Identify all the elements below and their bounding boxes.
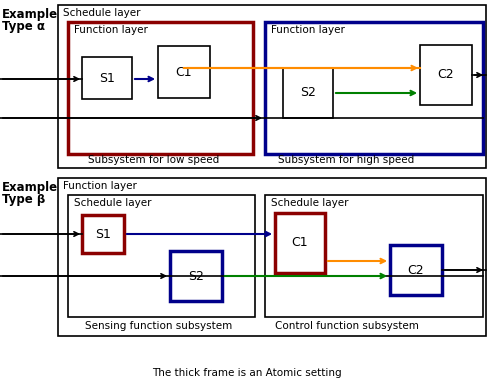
Text: S1: S1 — [99, 72, 115, 85]
Text: Function layer: Function layer — [271, 25, 345, 35]
Text: Function layer: Function layer — [63, 181, 137, 191]
Bar — [82, 215, 124, 253]
Bar — [82, 57, 132, 99]
Text: Example: Example — [2, 8, 58, 21]
Bar — [58, 178, 486, 336]
Text: C1: C1 — [291, 237, 308, 250]
Text: Schedule layer: Schedule layer — [74, 198, 152, 208]
Text: The thick frame is an Atomic setting: The thick frame is an Atomic setting — [152, 368, 342, 378]
Bar — [420, 45, 472, 105]
Bar — [158, 46, 210, 98]
Text: S2: S2 — [188, 269, 204, 282]
Text: Type β: Type β — [2, 193, 45, 206]
Text: Subsystem for high speed: Subsystem for high speed — [278, 155, 414, 165]
Bar — [265, 195, 483, 317]
Text: Example: Example — [2, 181, 58, 194]
Bar — [170, 251, 222, 301]
Text: Type α: Type α — [2, 20, 45, 33]
Text: Schedule layer: Schedule layer — [271, 198, 348, 208]
Bar — [275, 213, 325, 273]
Text: C1: C1 — [176, 66, 192, 78]
Text: Schedule layer: Schedule layer — [63, 8, 140, 18]
Bar — [283, 68, 333, 118]
Bar — [58, 5, 486, 168]
Bar — [68, 22, 253, 154]
Text: S2: S2 — [300, 86, 316, 99]
Bar — [265, 22, 483, 154]
Text: C2: C2 — [438, 69, 454, 82]
Bar — [390, 245, 442, 295]
Text: S1: S1 — [95, 227, 111, 240]
Text: Control function subsystem: Control function subsystem — [275, 321, 419, 331]
Text: Subsystem for low speed: Subsystem for low speed — [88, 155, 219, 165]
Bar — [68, 195, 255, 317]
Text: Sensing function subsystem: Sensing function subsystem — [85, 321, 232, 331]
Text: C2: C2 — [408, 264, 424, 277]
Text: Function layer: Function layer — [74, 25, 148, 35]
